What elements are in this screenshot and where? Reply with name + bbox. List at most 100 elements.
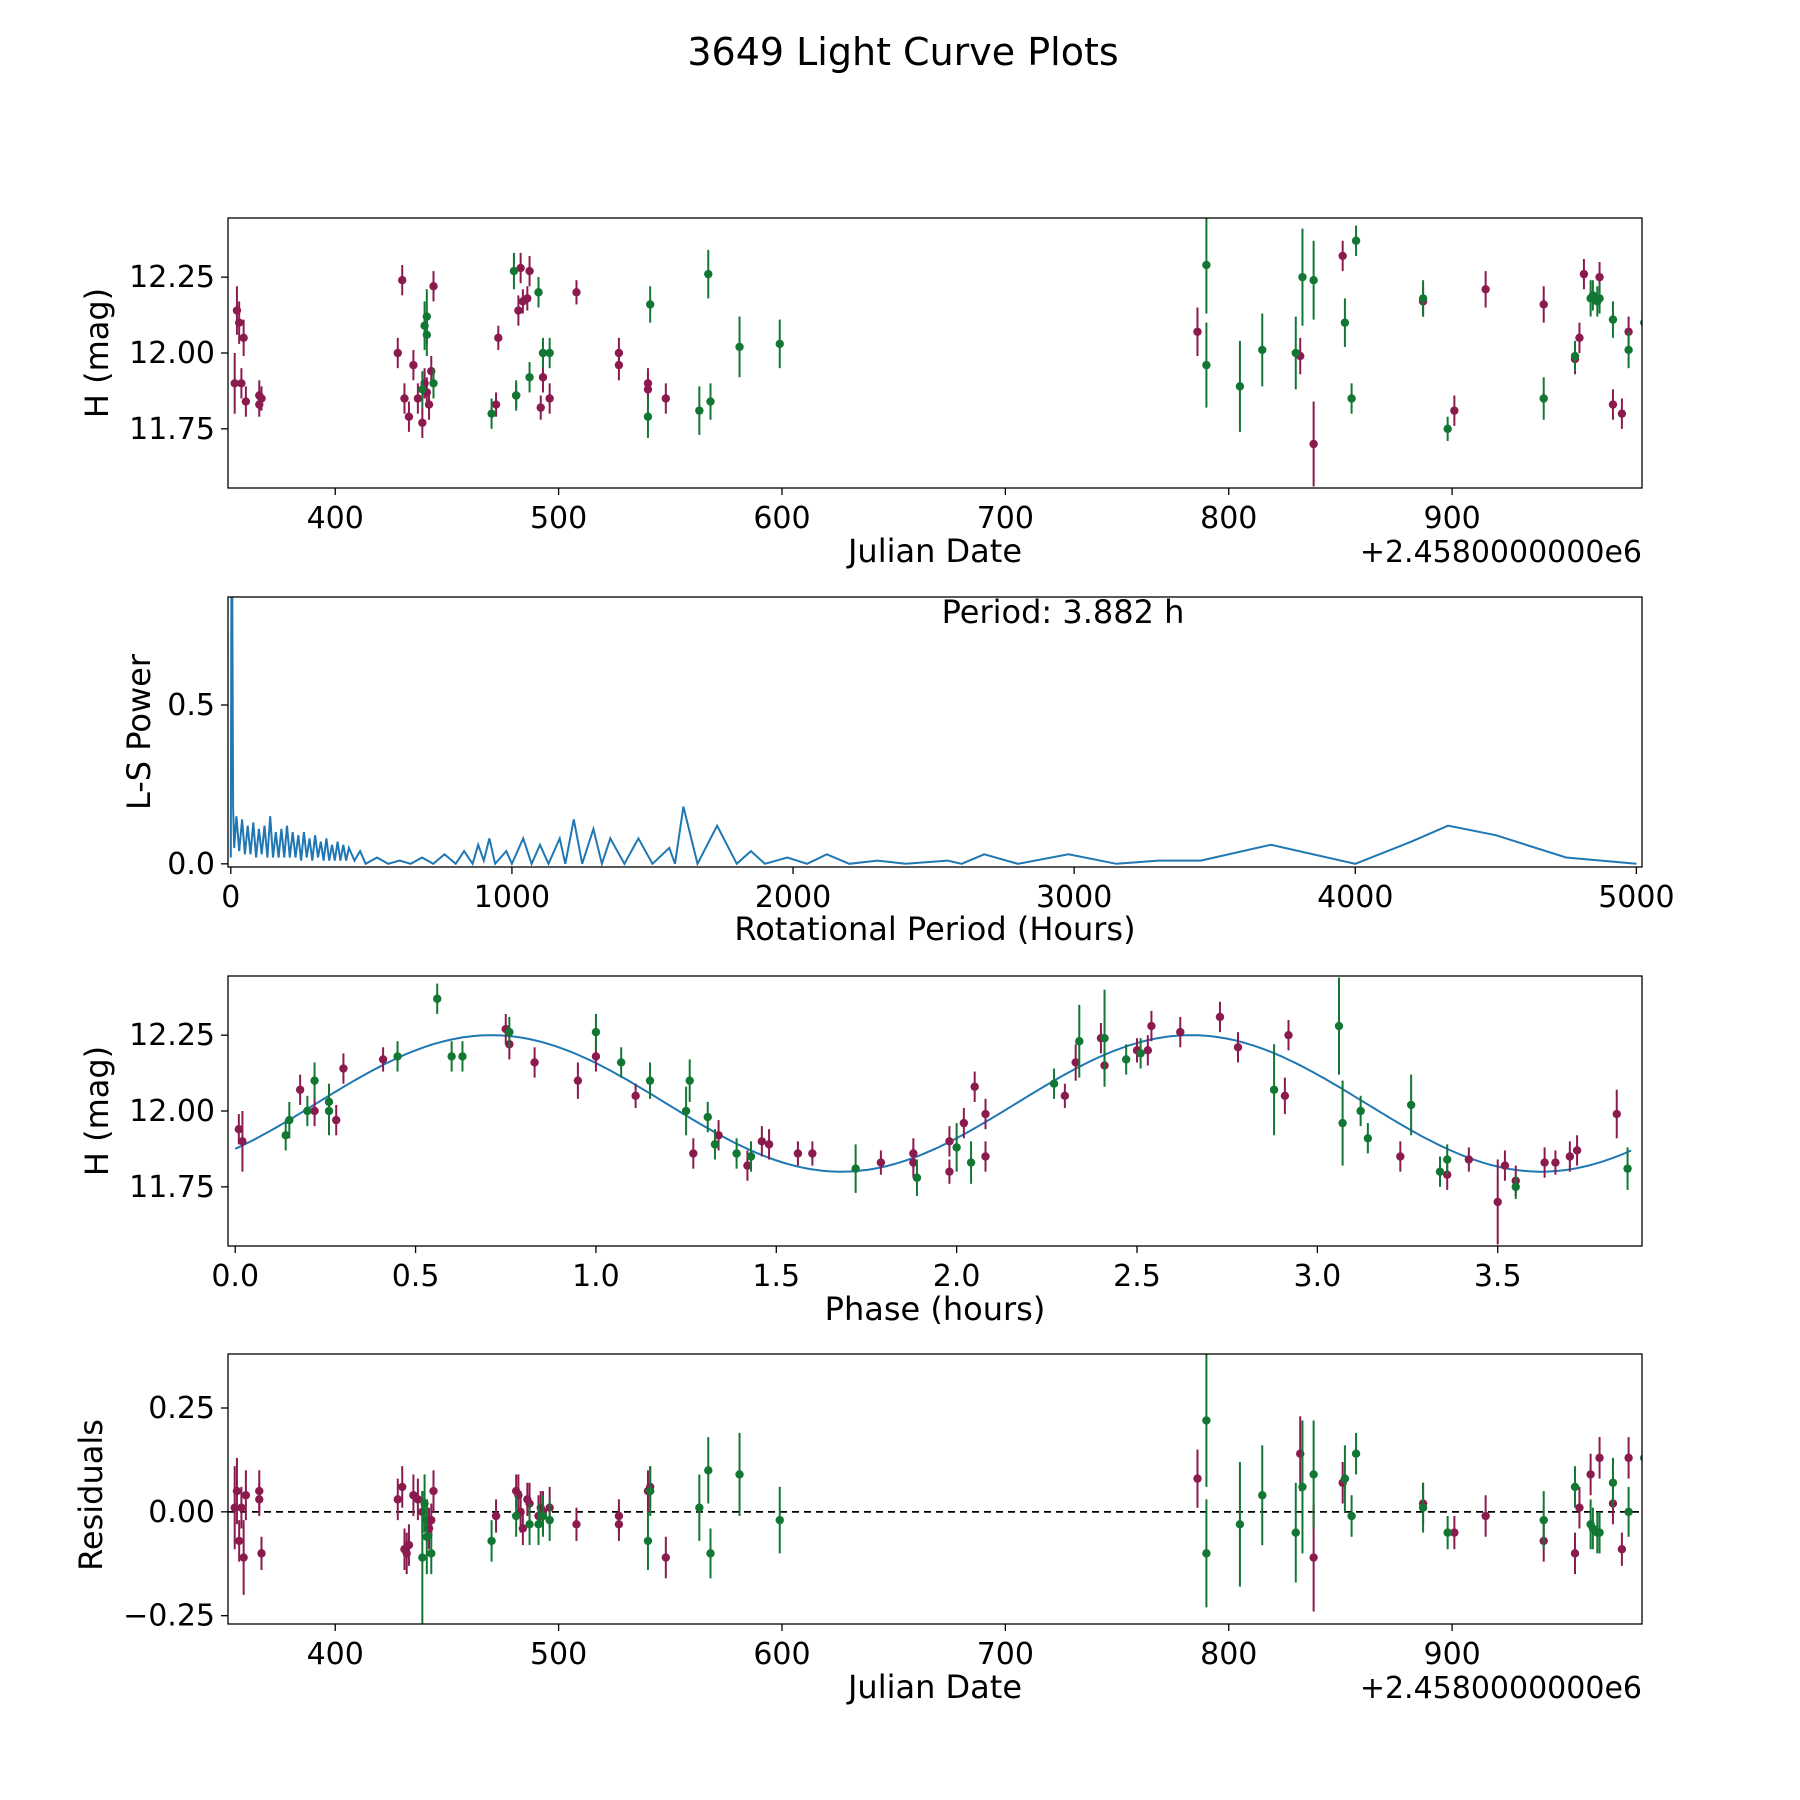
phase-yticks: 11.75 12.00 12.25 xyxy=(129,1018,228,1205)
light-curve-primary-point xyxy=(572,288,581,297)
light-curve-primary-point xyxy=(1617,409,1627,418)
residuals-secondary-point xyxy=(1351,1449,1361,1458)
residuals-primary-point xyxy=(1450,1528,1459,1537)
phase-secondary-point xyxy=(703,1112,712,1122)
phase-plot-area xyxy=(234,977,1632,1245)
light-curve-secondary-point xyxy=(422,312,432,321)
phase-primary-point xyxy=(1215,1012,1225,1022)
light-curve-secondary-point xyxy=(1298,272,1307,282)
periodogram-frame xyxy=(227,596,1643,868)
light-curve-secondary-point xyxy=(1340,318,1350,327)
light-curve-primary-point xyxy=(1539,300,1548,309)
phase-secondary-point xyxy=(1406,1100,1416,1110)
phase-xtick-label: 0.5 xyxy=(392,1259,440,1294)
light-curve-secondary-point xyxy=(775,339,784,349)
phase-primary-point xyxy=(1551,1158,1560,1167)
residuals-secondary-point xyxy=(422,1532,432,1541)
light-curve-xtick-label: 700 xyxy=(977,501,1034,536)
phase-secondary-point xyxy=(912,1173,922,1182)
residuals-primary-point xyxy=(239,1553,248,1562)
phase-secondary-point xyxy=(458,1052,467,1061)
residuals-primary-point xyxy=(429,1486,438,1496)
light-curve-secondary-point xyxy=(1347,394,1356,403)
residuals-secondary-point xyxy=(735,1470,744,1479)
phase-xtick-label: 1.0 xyxy=(572,1259,620,1294)
light-curve-secondary-point xyxy=(511,391,521,400)
phase-secondary-point xyxy=(281,1131,290,1140)
light-curve-secondary-point xyxy=(706,397,715,406)
residuals-primary-point xyxy=(413,1495,423,1504)
light-curve-xtick-label: 800 xyxy=(1200,501,1257,536)
period-annotation: Period: 3.882 h xyxy=(942,593,1185,631)
light-curve-primary-point xyxy=(413,394,423,403)
phase-primary-point xyxy=(1280,1091,1290,1101)
residuals-secondary-point xyxy=(1418,1503,1428,1512)
residuals-secondary-point xyxy=(487,1536,496,1546)
light-curve-primary-point xyxy=(230,379,239,388)
light-curve-yticks: 11.75 12.00 12.25 xyxy=(129,260,228,447)
phase-primary-point xyxy=(295,1085,305,1094)
light-curve-panel: 400 500 600 700 800 900 11.75 12.00 12.25 Julia… xyxy=(78,217,1643,570)
light-curve-primary-point xyxy=(1309,439,1318,449)
light-curve-primary-point xyxy=(643,385,653,394)
light-curve-primary-point xyxy=(424,400,434,409)
residuals-secondary-point xyxy=(1570,1482,1580,1492)
phase-secondary-point xyxy=(1334,1021,1344,1031)
light-curve-secondary-point xyxy=(1595,294,1604,303)
phase-primary-point xyxy=(1443,1170,1452,1179)
residuals-secondary-point xyxy=(534,1520,543,1529)
phase-secondary-point xyxy=(324,1106,334,1116)
residuals-secondary-point xyxy=(1291,1528,1300,1537)
residuals-secondary-point xyxy=(1443,1528,1452,1537)
light-curve-primary-point xyxy=(494,333,503,343)
light-curve-ytick-label: 12.00 xyxy=(129,336,215,371)
phase-secondary-point xyxy=(616,1058,626,1067)
phase-primary-point xyxy=(1464,1155,1474,1164)
light-curve-primary-point xyxy=(239,333,248,343)
residuals-primary-point xyxy=(1575,1503,1584,1512)
light-curve-xtick-label: 600 xyxy=(753,501,810,536)
residuals-ytick-label: −0.25 xyxy=(123,1599,215,1634)
residuals-primary-point xyxy=(237,1503,246,1512)
light-curve-primary-point xyxy=(1193,327,1202,336)
light-curve-primary-point xyxy=(1575,333,1584,343)
phase-primary-point xyxy=(1147,1021,1156,1031)
phase-primary-point xyxy=(808,1149,817,1158)
residuals-secondary-point xyxy=(1202,1416,1211,1425)
residuals-primary-point xyxy=(234,1536,244,1546)
phase-primary-point xyxy=(310,1106,319,1116)
residuals-primary-point xyxy=(518,1524,528,1533)
light-curve-primary-point xyxy=(1481,285,1490,294)
light-curve-secondary-point xyxy=(704,269,713,279)
phase-secondary-point xyxy=(732,1149,741,1158)
residuals-panel: 400 500 600 700 800 900 −0.25 0.00 0.25 Julian … xyxy=(72,1353,1643,1706)
residuals-xtick-label: 900 xyxy=(1423,1637,1480,1672)
light-curve-xticks: 400 500 600 700 800 900 xyxy=(307,488,1481,536)
phase-primary-point xyxy=(743,1161,752,1170)
light-curve-secondary-point xyxy=(1539,394,1548,403)
light-curve-primary-point xyxy=(237,379,246,388)
phase-xlabel: Phase (hours) xyxy=(825,1290,1046,1328)
phase-secondary-point xyxy=(710,1140,720,1149)
phase-primary-point xyxy=(238,1137,247,1146)
residuals-primary-point xyxy=(1570,1549,1580,1558)
light-curve-secondary-point xyxy=(1608,315,1618,324)
residuals-xlabel: Julian Date xyxy=(846,1668,1022,1706)
light-curve-secondary-point xyxy=(1624,345,1633,355)
residuals-secondary-point xyxy=(1608,1478,1618,1487)
phase-primary-point xyxy=(591,1052,601,1061)
residuals-secondary-point xyxy=(538,1511,548,1521)
residuals-primary-point xyxy=(257,1549,266,1558)
light-curve-secondary-point xyxy=(1291,348,1300,358)
phase-primary-point xyxy=(876,1158,886,1167)
phase-secondary-point xyxy=(1511,1182,1520,1192)
residuals-marks xyxy=(228,1354,1642,1624)
residuals-primary-point xyxy=(491,1511,501,1521)
light-curve-primary-point xyxy=(661,394,671,403)
light-curve-primary-point xyxy=(538,373,548,382)
phase-primary-point xyxy=(981,1109,990,1119)
light-curve-xtick-label: 900 xyxy=(1423,501,1480,536)
light-curve-secondary-point xyxy=(418,385,427,394)
